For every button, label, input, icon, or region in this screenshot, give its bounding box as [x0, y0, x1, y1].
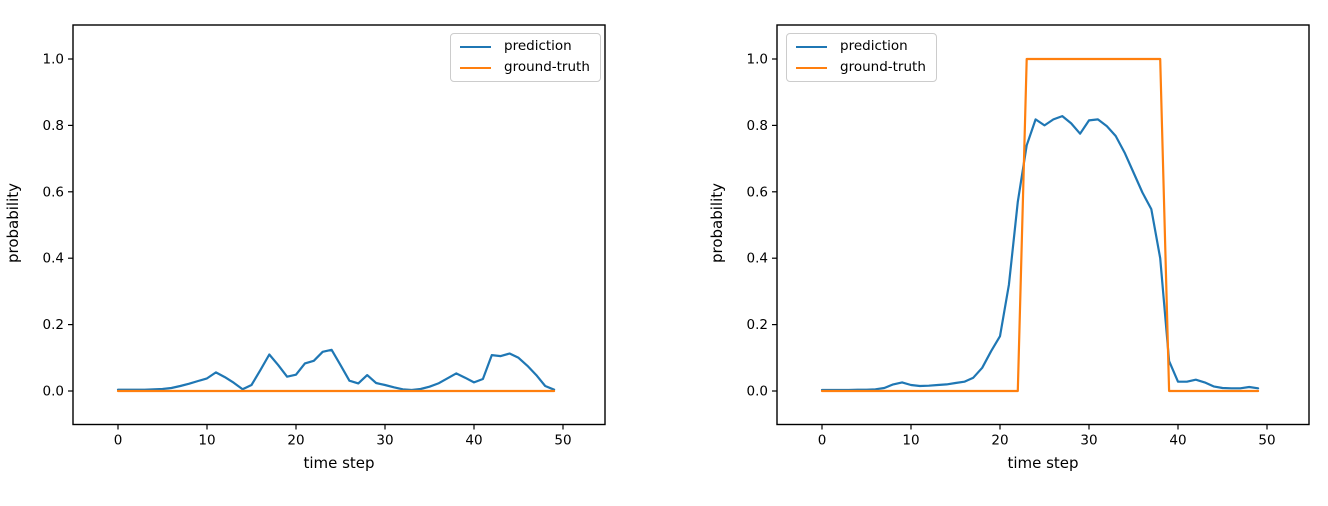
y-tick-label: 0.6 — [747, 184, 768, 200]
y-tick-label: 0.0 — [43, 384, 64, 400]
plot-frame — [776, 24, 1310, 426]
y-tick-label: 0.8 — [747, 118, 768, 134]
x-tick-label: 10 — [198, 433, 215, 449]
y-tick-label: 0.8 — [43, 118, 64, 134]
legend-label: ground-truth — [840, 59, 926, 76]
prediction-line-sample — [796, 45, 827, 49]
x-tick-label: 0 — [818, 433, 827, 449]
legend: prediction ground-truth — [786, 33, 937, 82]
y-axis-label: probability — [4, 182, 22, 264]
legend-label: prediction — [504, 38, 572, 55]
x-axis-label: time step — [303, 454, 375, 472]
legend-entry-prediction: prediction — [787, 37, 936, 57]
x-tick-label: 40 — [1169, 433, 1186, 449]
x-tick-label: 50 — [554, 433, 571, 449]
legend-label: prediction — [840, 38, 908, 55]
y-tick-label: 0.4 — [747, 251, 768, 267]
x-tick-label: 30 — [1080, 433, 1097, 449]
x-tick-label: 30 — [376, 433, 393, 449]
legend-entry-ground-truth: ground-truth — [787, 58, 936, 78]
legend-entry-ground-truth: ground-truth — [451, 58, 600, 78]
prediction-line — [116, 348, 556, 392]
chart-svg-1: 0 10 20 30 40 50 0.0 0.2 0.4 0.6 0.8 1.0 — [747, 24, 1310, 449]
x-tick-label: 20 — [991, 433, 1008, 449]
ground-truth-line-sample — [460, 66, 491, 70]
prediction-line-sample — [460, 45, 491, 49]
x-tick-label: 50 — [1258, 433, 1275, 449]
x-tick-label: 10 — [902, 433, 919, 449]
prediction-line — [820, 114, 1260, 392]
chart-svg-0: 0 10 20 30 40 50 0.0 0.2 0.4 0.6 0.8 1.0 — [43, 24, 606, 449]
plot-frame — [72, 24, 606, 426]
x-axis-label: time step — [1007, 454, 1079, 472]
legend: prediction ground-truth — [450, 33, 601, 82]
y-tick-label: 0.2 — [43, 317, 64, 333]
y-axis-label: probability — [708, 182, 726, 264]
x-tick-label: 20 — [287, 433, 304, 449]
y-tick-label: 0.0 — [747, 384, 768, 400]
legend-entry-prediction: prediction — [451, 37, 600, 57]
legend-label: ground-truth — [504, 59, 590, 76]
y-tick-label: 0.2 — [747, 317, 768, 333]
y-tick-label: 0.4 — [43, 251, 64, 267]
ground-truth-line — [820, 57, 1260, 393]
x-tick-label: 40 — [465, 433, 482, 449]
x-tick-label: 0 — [114, 433, 123, 449]
y-tick-label: 1.0 — [43, 52, 64, 68]
y-tick-label: 1.0 — [747, 52, 768, 68]
ground-truth-line-sample — [796, 66, 827, 70]
y-tick-label: 0.6 — [43, 184, 64, 200]
